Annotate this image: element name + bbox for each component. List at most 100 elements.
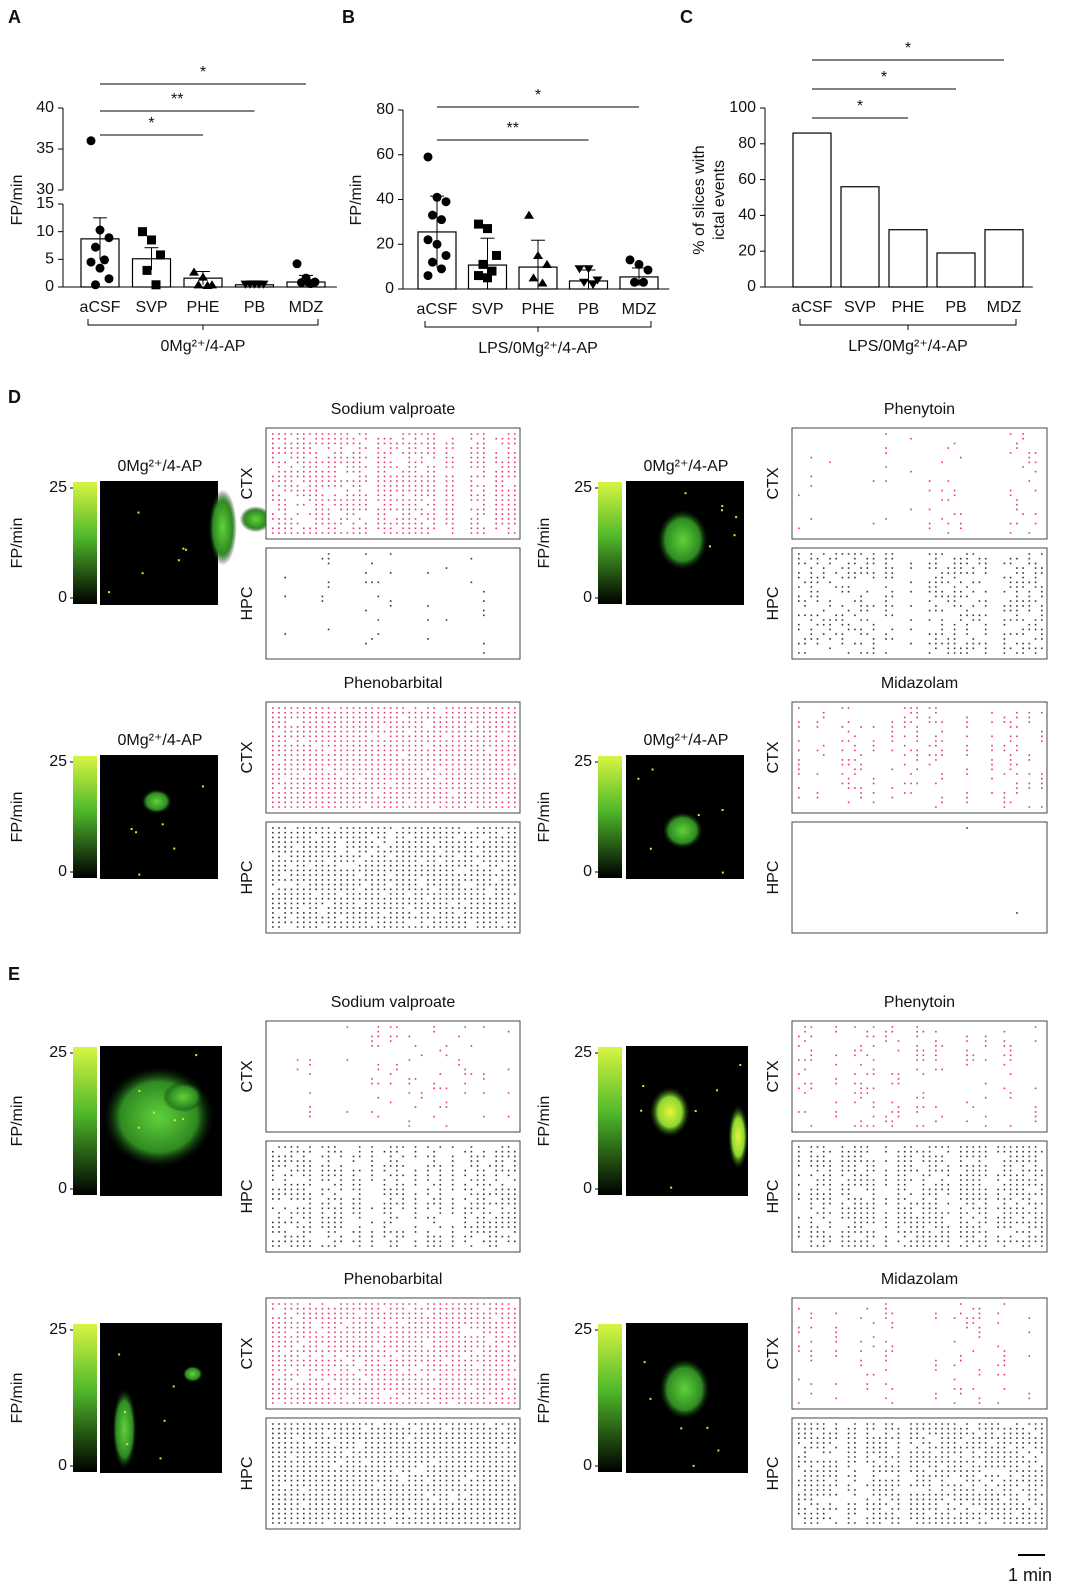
activity-dot [649,847,652,850]
raster-frame [265,1417,521,1530]
activity-dot [159,1457,162,1460]
data-point [91,280,100,290]
region-label: CTX [239,741,256,773]
colorbar-tick-label: 25 [49,753,67,770]
raster-frame [265,1020,521,1133]
x-tick-label: SVP [844,299,876,316]
subpanel-title: Phenobarbital [344,675,443,692]
data-point [151,280,161,290]
activity-blob [208,489,237,566]
activity-dot [721,505,724,508]
x-tick-label: MDZ [622,301,657,318]
subpanel-title: Sodium valproate [331,401,456,418]
activity-dot [642,1084,645,1087]
data-point [292,259,302,269]
region-label: HPC [765,587,782,621]
colorbar-tick-label: 25 [49,479,67,496]
data-point [428,257,437,267]
y-tick-label: 20 [376,235,394,252]
activity-dot [138,873,141,876]
data-point [630,277,639,287]
panel-label: D [8,387,21,407]
activity-dot [195,1054,198,1057]
data-point [423,235,433,245]
activity-blob [162,1082,203,1112]
data-point [104,274,114,284]
activity-blob [182,1366,203,1382]
data-point [524,210,534,219]
colorbar [73,756,97,878]
activity-dot [637,777,640,780]
subpanel-title: Phenytoin [884,401,955,418]
activity-dot [739,1063,742,1066]
raster-events [272,707,516,808]
x-tick-label: SVP [135,299,167,316]
y-tick-label: 20 [738,242,756,259]
activity-dot [177,559,180,562]
activity-dot [130,828,133,831]
data-point [483,224,492,234]
data-point [198,272,208,281]
group-label: LPS/0Mg²⁺/4-AP [478,340,598,357]
activity-dot [694,1109,697,1112]
raster-frame [791,547,1048,660]
activity-dot [721,809,724,812]
colorbar [73,482,97,604]
data-point [254,280,264,289]
raster-events [272,433,516,534]
activity-dot [680,1427,683,1430]
activity-dot [173,847,176,850]
y-tick-label: 15 [36,195,54,212]
x-tick-label: PHE [187,299,220,316]
raster-events [798,707,1043,808]
region-label: CTX [765,1060,782,1092]
significance-label: * [881,69,887,86]
colorbar-label: FP/min [536,1096,553,1147]
x-tick-label: PB [244,299,265,316]
data-point [542,259,552,268]
y-axis-label: % of slices with [691,145,708,254]
data-point [537,278,548,287]
activity-dot [161,823,164,826]
activity-map [100,481,218,605]
x-tick-label: MDZ [289,299,324,316]
colorbar-tick-label: 25 [49,1321,67,1338]
y-tick-label: 0 [747,278,756,295]
colorbar-tick-label: 0 [58,1457,67,1474]
activity-dot [735,516,738,519]
colorbar-label: FP/min [9,1096,26,1147]
y-tick-label: 30 [36,181,54,198]
activity-dot [123,1411,126,1414]
activity-blob [657,509,708,570]
colorbar-tick-label: 25 [574,1044,592,1061]
data-point [156,250,165,260]
subpanel-title: Phenytoin [884,994,955,1011]
colorbar-tick-label: 25 [574,479,592,496]
x-tick-label: PHE [892,299,925,316]
data-point [634,259,644,269]
data-point [95,263,105,273]
activity-dot [152,1111,155,1114]
significance-label: * [148,115,154,132]
data-point [528,273,539,282]
colorbar [598,1047,622,1195]
data-point [245,280,255,289]
activity-dot [706,1426,709,1429]
significance-label: * [535,87,541,104]
y-tick-label: 60 [738,171,756,188]
data-point [100,255,109,265]
bar [840,186,880,288]
data-point [423,271,433,281]
significance-label: * [200,64,206,81]
y-tick-label: 0 [385,280,394,297]
y-tick-label: 40 [376,191,394,208]
raster-frame [265,427,521,540]
activity-dot [717,1449,720,1452]
x-tick-label: MDZ [987,299,1022,316]
group-bracket [424,321,652,332]
x-tick-label: aCSF [417,301,458,318]
colorbar-label: FP/min [536,518,553,569]
raster-events [798,1423,1043,1524]
activity-dot [649,1397,652,1400]
